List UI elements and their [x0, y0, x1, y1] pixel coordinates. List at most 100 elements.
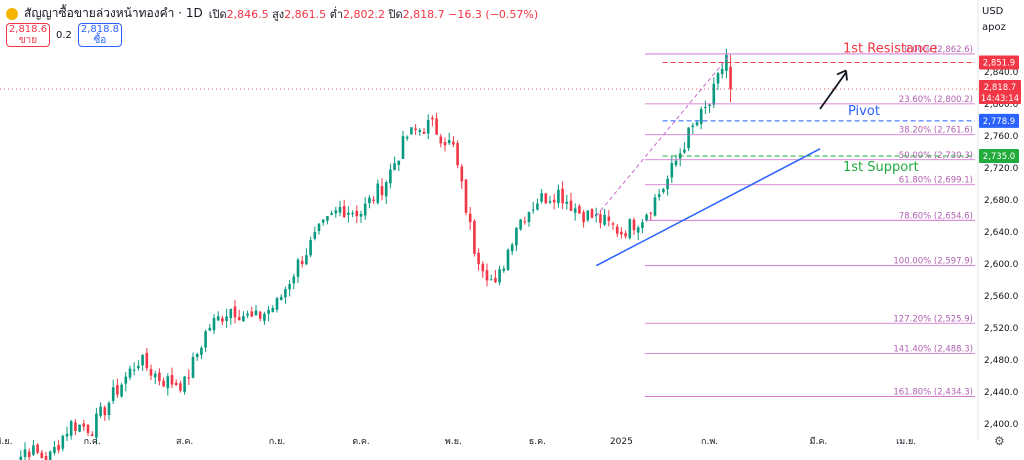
- price-tick-label: 2,560.0: [984, 292, 1019, 302]
- fib-level-label: 0.00% (2,862.6): [904, 45, 973, 55]
- candle-body: [208, 327, 212, 331]
- candle-body: [468, 213, 472, 223]
- fib-level-label: 78.60% (2,654.6): [899, 211, 973, 221]
- pivot-price-tag-text: 2,778.9: [983, 117, 1015, 127]
- candle-body: [405, 136, 409, 139]
- candle-body: [536, 203, 539, 210]
- candle-body: [216, 316, 220, 321]
- fib-level-label: 61.80% (2,699.1): [899, 176, 973, 186]
- candle-body: [128, 368, 132, 378]
- candle-body: [452, 141, 455, 145]
- currency-panel: USD apoz: [982, 4, 1006, 36]
- candle-body: [716, 73, 720, 84]
- currency-unit[interactable]: USD: [982, 6, 1004, 17]
- candle-body: [704, 106, 707, 109]
- candle-body: [506, 249, 510, 270]
- up-arrow-head: [836, 69, 848, 81]
- candle-body: [586, 210, 590, 221]
- time-tick-label: ธ.ค.: [529, 437, 546, 447]
- price-tick-label: 2,800.0: [984, 100, 1019, 110]
- candle-body: [132, 369, 136, 371]
- candle-body: [258, 311, 262, 319]
- high-value: 2,861.5: [284, 7, 327, 21]
- candle-body: [368, 197, 371, 204]
- sell-button[interactable]: 2,818.6 ขาย: [6, 23, 50, 47]
- close-label: ปิด: [388, 7, 403, 21]
- candle-body: [418, 129, 422, 132]
- resistance-price-tag: [979, 55, 1019, 70]
- buy-button[interactable]: 2,818.8 ซื้อ: [77, 23, 122, 47]
- candle-body: [510, 244, 514, 252]
- candle-body: [485, 270, 489, 281]
- candle-body: [473, 220, 476, 254]
- candle-body: [552, 199, 556, 203]
- candle-body: [86, 424, 90, 433]
- candle-body: [124, 376, 128, 384]
- candle-body: [250, 311, 254, 317]
- candle-body: [347, 212, 350, 215]
- currency-scale[interactable]: apoz: [982, 22, 1006, 33]
- candle-body: [99, 406, 102, 416]
- candle-body: [229, 308, 233, 319]
- candle-body: [309, 240, 312, 256]
- candle-body: [729, 66, 732, 90]
- candle-body: [53, 446, 56, 453]
- time-tick-label: ต.ค.: [352, 437, 370, 447]
- support-price-tag: [979, 149, 1019, 163]
- candle-body: [431, 117, 434, 120]
- chart-header: สัญญาซื้อขายล่วงหน้าทองคำ · 1D เปิด2,846…: [6, 4, 538, 23]
- candle-body: [69, 421, 73, 436]
- price-tick-label: 2,600.0: [984, 260, 1019, 270]
- countdown-text: 14:43:14: [981, 94, 1019, 104]
- candle-body: [666, 178, 669, 190]
- candle-body: [233, 306, 237, 318]
- symbol-title[interactable]: สัญญาซื้อขายล่วงหน้าทองคำ · 1D: [24, 6, 203, 20]
- candle-body: [489, 279, 493, 281]
- candle-body: [527, 212, 531, 223]
- fib-level-label: 127.20% (2,525.9): [893, 314, 973, 324]
- candle-body: [712, 83, 716, 105]
- open-value: 2,846.5: [226, 7, 269, 21]
- candle-body: [183, 376, 186, 392]
- candle-body: [313, 232, 317, 239]
- candle-body: [242, 316, 245, 322]
- candle-body: [351, 212, 354, 215]
- candle-body: [380, 185, 384, 196]
- resistance-price-tag-text: 2,851.9: [983, 58, 1015, 68]
- candle-body: [275, 298, 279, 310]
- candle-body: [103, 407, 107, 416]
- candle-body: [267, 309, 270, 314]
- candle-body: [426, 119, 430, 134]
- candle-body: [174, 382, 178, 386]
- price-tick-label: 2,840.0: [984, 68, 1019, 78]
- time-tick-label: ก.พ.: [701, 437, 718, 447]
- candle-body: [296, 259, 300, 277]
- candle-body: [590, 209, 594, 218]
- candle-body: [565, 201, 569, 204]
- candle-body: [594, 214, 598, 216]
- candle-body: [237, 317, 241, 321]
- candle-body: [321, 219, 325, 223]
- candle-body: [204, 331, 207, 348]
- candle-body: [40, 452, 44, 459]
- candle-body: [326, 216, 329, 221]
- candle-body: [573, 208, 577, 213]
- candle-body: [557, 189, 560, 204]
- candle-body: [170, 375, 174, 385]
- resistance-label: 1st Resistance: [843, 41, 937, 56]
- pivot-label: Pivot: [848, 104, 880, 119]
- candle-body: [32, 445, 35, 455]
- candle-body: [141, 355, 144, 366]
- candle-body: [44, 455, 48, 460]
- price-tick-label: 2,760.0: [984, 132, 1019, 142]
- candle-body: [578, 206, 581, 214]
- settings-gear-icon[interactable]: ⚙: [994, 434, 1005, 448]
- candle-body: [254, 310, 258, 316]
- candle-body: [624, 233, 627, 237]
- support-label: 1st Support: [843, 160, 919, 175]
- fib-level-label: 141.40% (2,488.3): [893, 344, 973, 354]
- candle-body: [548, 201, 552, 203]
- candle-body: [477, 252, 480, 265]
- candle-body: [422, 131, 426, 134]
